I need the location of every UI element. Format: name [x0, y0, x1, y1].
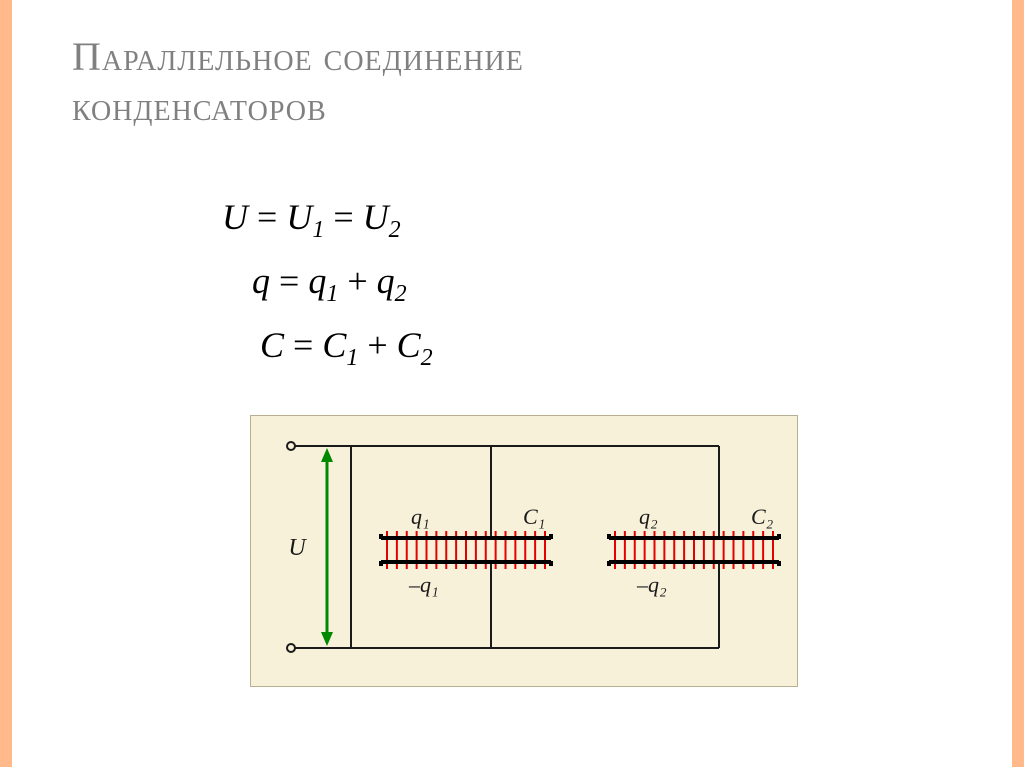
equations-block: U = U1 = U2 q = q1 + q2 C = C1 + C2	[222, 190, 433, 383]
label-C: C₂	[751, 504, 774, 529]
label-q-top: q₁	[411, 504, 430, 529]
title-line1: Параллельное соединение	[72, 32, 524, 82]
terminal-bottom	[287, 644, 295, 652]
title-line2: конденсаторов	[72, 82, 524, 132]
label-q-top: q₂	[639, 504, 658, 529]
terminal-top	[287, 442, 295, 450]
equation-3: C = C1 + C2	[222, 318, 433, 376]
slide-title: Параллельное соединение конденсаторов	[72, 32, 524, 132]
equation-1: U = U1 = U2	[222, 190, 433, 248]
circuit-svg: q₁ C₁ –q₁ q₂ C₂ –q₂ U	[251, 416, 799, 688]
label-q-bottom: –q₂	[636, 572, 667, 597]
circuit-diagram: q₁ C₁ –q₁ q₂ C₂ –q₂ U	[250, 415, 798, 687]
slide: Параллельное соединение конденсаторов U …	[0, 0, 1024, 767]
equation-2: q = q1 + q2	[222, 254, 433, 312]
label-q-bottom: –q₁	[408, 572, 439, 597]
label-U: U	[288, 535, 307, 561]
label-C: C₁	[523, 504, 545, 529]
